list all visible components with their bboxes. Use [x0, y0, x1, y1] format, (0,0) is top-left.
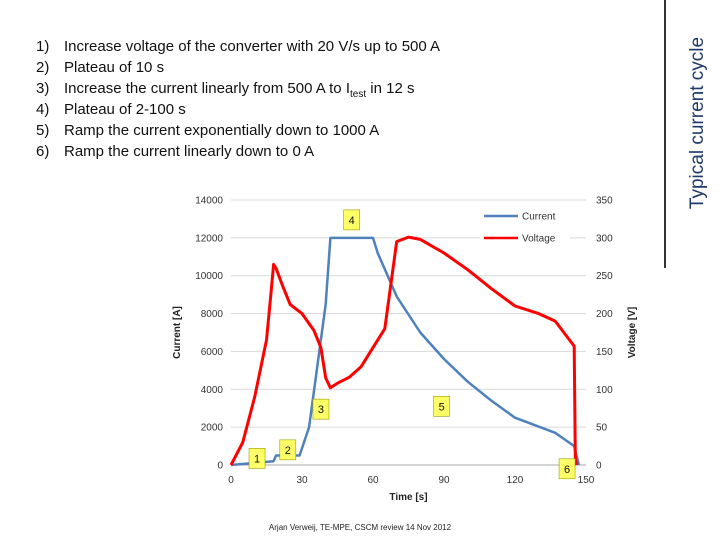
step-item: 5) Ramp the current exponentially down to…	[36, 120, 440, 141]
y-tick-label: 0	[217, 461, 223, 472]
step-number: 3)	[36, 80, 50, 97]
step-item: 1) Increase voltage of the converter with…	[36, 36, 440, 57]
legend-label-current: Current	[522, 212, 556, 223]
y-tick-label: 4000	[201, 385, 224, 396]
step-marker-label: 1	[254, 453, 260, 465]
step-text: Increase the current linearly from 500 A…	[64, 80, 350, 97]
y-tick-label: 10000	[195, 271, 223, 282]
step-marker	[279, 439, 297, 461]
step-number: 1)	[36, 38, 50, 55]
y-tick-label: 8000	[201, 309, 224, 320]
y2-tick-label: 0	[596, 461, 602, 472]
y2-tick-label: 150	[596, 347, 613, 358]
step-marker	[343, 209, 360, 231]
step-number: 4)	[36, 101, 50, 118]
x-axis-title: Time [s]	[389, 492, 427, 503]
step-item: 4) Plateau of 2-100 s	[36, 99, 440, 120]
side-title-divider	[664, 0, 720, 268]
y2-tick-label: 350	[596, 196, 613, 207]
step-item: 3) Increase the current linearly from 500…	[36, 78, 440, 100]
step-text: Increase voltage of the converter with 2…	[64, 38, 441, 55]
y-tick-label: 12000	[195, 233, 223, 244]
legend-label-voltage: Voltage	[522, 234, 556, 245]
step-marker	[312, 398, 330, 420]
y-axis-title: Current [A]	[172, 306, 183, 359]
step-suffix: in 12 s	[366, 80, 415, 97]
y-tick-label: 6000	[201, 347, 224, 358]
step-marker-label: 4	[349, 215, 355, 227]
y2-axis-title: Voltage [V]	[627, 307, 638, 358]
step-marker-label: 2	[285, 445, 291, 457]
step-subscript: test	[349, 89, 367, 100]
step-number: 5)	[36, 122, 50, 139]
step-marker	[248, 448, 266, 469]
x-tick-label: 120	[507, 475, 524, 486]
y2-tick-label: 50	[596, 423, 608, 434]
step-number: 6)	[36, 143, 50, 160]
y2-tick-label: 250	[596, 271, 613, 282]
x-tick-label: 60	[367, 475, 379, 486]
x-tick-label: 90	[438, 475, 450, 486]
step-text: Ramp the current exponentially down to 1…	[64, 122, 380, 139]
x-tick-label: 150	[578, 475, 595, 486]
step-text: Plateau of 2-100 s	[64, 101, 186, 118]
step-marker	[558, 458, 576, 480]
y2-tick-label: 100	[596, 385, 613, 396]
y2-tick-label: 300	[596, 233, 613, 244]
y2-tick-label: 200	[596, 309, 613, 320]
x-tick-label: 0	[228, 475, 234, 486]
steps-list: 1) Increase voltage of the converter with…	[36, 36, 440, 162]
step-text: Ramp the current linearly down to 0 A	[64, 143, 315, 160]
step-number: 2)	[36, 59, 50, 76]
legend-box	[480, 205, 570, 250]
step-item: 2) Plateau of 10 s	[36, 57, 440, 78]
step-marker-label: 6	[564, 464, 570, 476]
step-marker	[433, 396, 450, 417]
footer-credit: Arjan Verweij, TE-MPE, CSCM review 14 No…	[268, 523, 452, 532]
step-marker-label: 3	[318, 404, 324, 416]
step-marker-label: 5	[439, 401, 445, 413]
side-title: Typical current cycle	[687, 36, 708, 210]
series-line-voltage	[229, 235, 578, 466]
step-item: 6) Ramp the current linearly down to 0 A	[36, 141, 440, 162]
y-tick-label: 14000	[195, 196, 223, 207]
x-tick-label: 30	[296, 475, 308, 486]
current-voltage-chart: 0200040006000800010000120001400005010015…	[172, 196, 638, 504]
step-text: Plateau of 10 s	[64, 59, 165, 76]
y-tick-label: 2000	[201, 423, 224, 434]
